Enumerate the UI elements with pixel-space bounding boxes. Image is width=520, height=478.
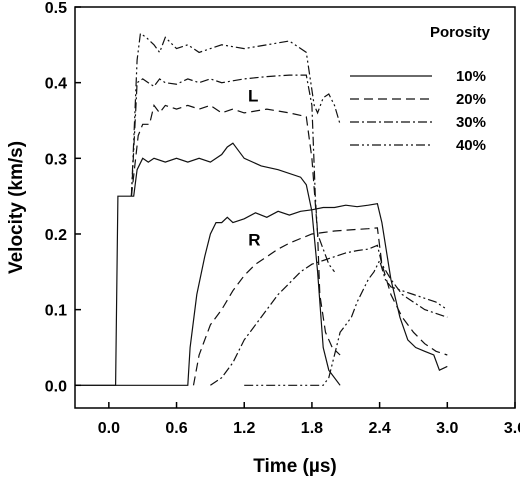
x-tick-label: 2.4 (368, 420, 390, 437)
legend-label: 30% (456, 114, 486, 131)
annotation-label: R (248, 230, 260, 249)
legend: Porosity 10% 20% 30% 40% (350, 24, 491, 154)
legend-label: 10% (456, 68, 486, 85)
y-tick-label: 0.3 (45, 151, 67, 168)
plot-area (75, 32, 448, 386)
series-4-curve-2 (244, 258, 448, 386)
y-tick-label: 0.1 (45, 303, 67, 320)
series-1-curve-2 (75, 203, 448, 386)
series-2-curve-1 (130, 104, 341, 356)
annotation-label: L (248, 87, 258, 106)
x-tick-label: 3.6 (504, 420, 520, 437)
series-3-curve-2 (210, 244, 448, 386)
x-tick-label: 0.6 (165, 420, 187, 437)
x-tick-label: 1.8 (301, 420, 323, 437)
y-axis-title: Velocity (km/s) (6, 141, 27, 274)
y-tick-label: 0.0 (45, 378, 67, 395)
plot-frame (74, 6, 516, 409)
legend-label: 40% (456, 137, 486, 154)
series-2-curve-2 (192, 227, 448, 386)
annotations: LR (248, 87, 260, 250)
x-tick-label: 3.0 (436, 420, 458, 437)
x-tick-label: 0.0 (98, 420, 120, 437)
legend-title: Porosity (430, 24, 491, 41)
y-tick-label: 0.5 (45, 0, 67, 17)
y-tick-label: 0.2 (45, 227, 67, 244)
series-3-curve-1 (130, 74, 335, 273)
legend-label: 20% (456, 91, 486, 108)
series-1-curve-1 (75, 142, 341, 386)
x-tick-label: 1.2 (233, 420, 255, 437)
x-axis-title: Time (µs) (253, 456, 336, 477)
axis-ticks: 0.0 0.6 1.2 1.8 2.4 3.0 3.6 0.0 0.1 0.2 0.3 0.4 0.5 (45, 0, 520, 437)
y-tick-label: 0.4 (45, 76, 67, 93)
series-4-curve-1 (130, 32, 341, 197)
